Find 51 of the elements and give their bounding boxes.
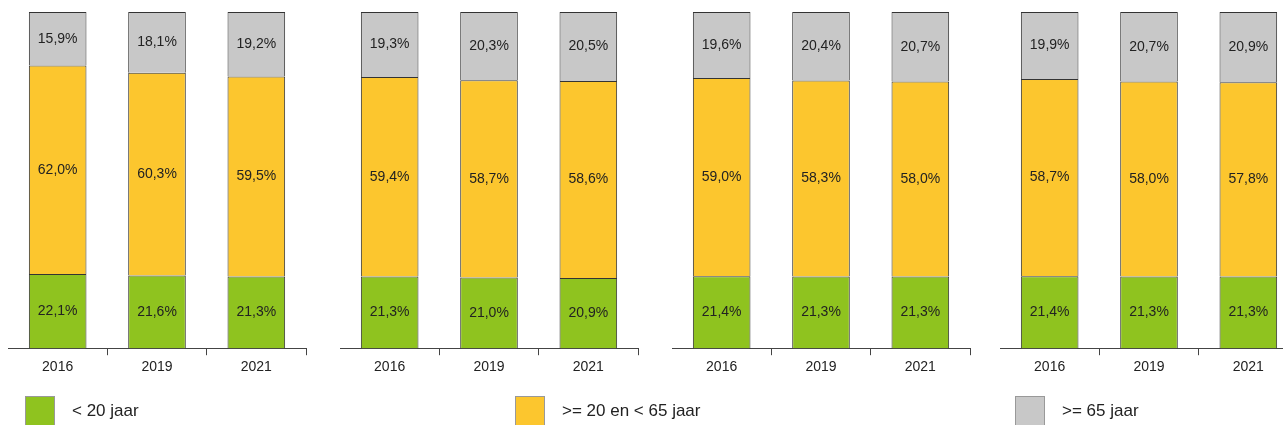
data-label: 18,1% xyxy=(137,33,177,50)
data-label: 20,3% xyxy=(469,36,509,53)
x-tick-label: 2019 xyxy=(473,358,505,375)
data-label: 58,7% xyxy=(1029,168,1070,185)
data-label: 21,3% xyxy=(801,303,841,320)
x-tick-label: 2016 xyxy=(374,358,406,375)
data-label: 58,6% xyxy=(568,170,609,187)
data-label: 19,3% xyxy=(369,35,410,52)
data-label: 21,0% xyxy=(469,303,509,320)
data-label: 20,5% xyxy=(568,37,609,54)
x-tick-label: 2019 xyxy=(1133,358,1165,375)
x-tick-label: 2019 xyxy=(805,358,837,375)
data-label: 19,2% xyxy=(236,35,277,52)
x-tick-label: 2019 xyxy=(141,358,173,375)
data-label: 19,6% xyxy=(701,35,742,52)
data-label: 58,7% xyxy=(469,169,509,186)
data-label: 20,4% xyxy=(801,37,841,54)
data-label: 19,9% xyxy=(1029,36,1070,53)
data-label: 58,0% xyxy=(1129,169,1169,186)
x-tick-label: 2016 xyxy=(706,358,738,375)
data-label: 21,3% xyxy=(1228,303,1269,320)
data-label: 21,4% xyxy=(701,303,742,320)
data-label: 57,8% xyxy=(1228,170,1269,187)
x-tick-label: 2016 xyxy=(42,358,74,375)
data-label: 62,0% xyxy=(37,160,78,177)
data-label: 21,3% xyxy=(1129,303,1169,320)
data-label: 59,5% xyxy=(236,167,277,184)
data-label: 20,7% xyxy=(900,37,941,54)
x-tick-label: 2021 xyxy=(904,358,937,375)
data-label: 58,3% xyxy=(801,169,841,186)
x-tick-label: 2016 xyxy=(1034,358,1066,375)
data-label: 21,4% xyxy=(1029,303,1070,320)
legend-label: < 20 jaar xyxy=(72,401,139,421)
data-label: 59,4% xyxy=(369,167,410,184)
data-label: 21,6% xyxy=(137,302,177,319)
x-tick-label: 2021 xyxy=(572,358,605,375)
data-label: 22,1% xyxy=(37,301,78,318)
data-label: 21,3% xyxy=(236,303,277,320)
data-label: 20,7% xyxy=(1129,37,1169,54)
legend-label: >= 20 en < 65 jaar xyxy=(562,401,701,421)
data-label: 58,0% xyxy=(900,169,941,186)
data-label: 20,9% xyxy=(1228,37,1269,54)
data-label: 60,3% xyxy=(137,165,177,182)
data-label: 59,0% xyxy=(701,167,742,184)
data-label: 15,9% xyxy=(37,29,78,46)
data-label: 20,9% xyxy=(568,303,609,320)
data-label: 21,3% xyxy=(369,303,410,320)
x-tick-label: 2021 xyxy=(240,358,273,375)
x-tick-label: 2021 xyxy=(1232,358,1265,375)
data-label: 21,3% xyxy=(900,303,941,320)
legend-label: >= 65 jaar xyxy=(1062,401,1139,421)
